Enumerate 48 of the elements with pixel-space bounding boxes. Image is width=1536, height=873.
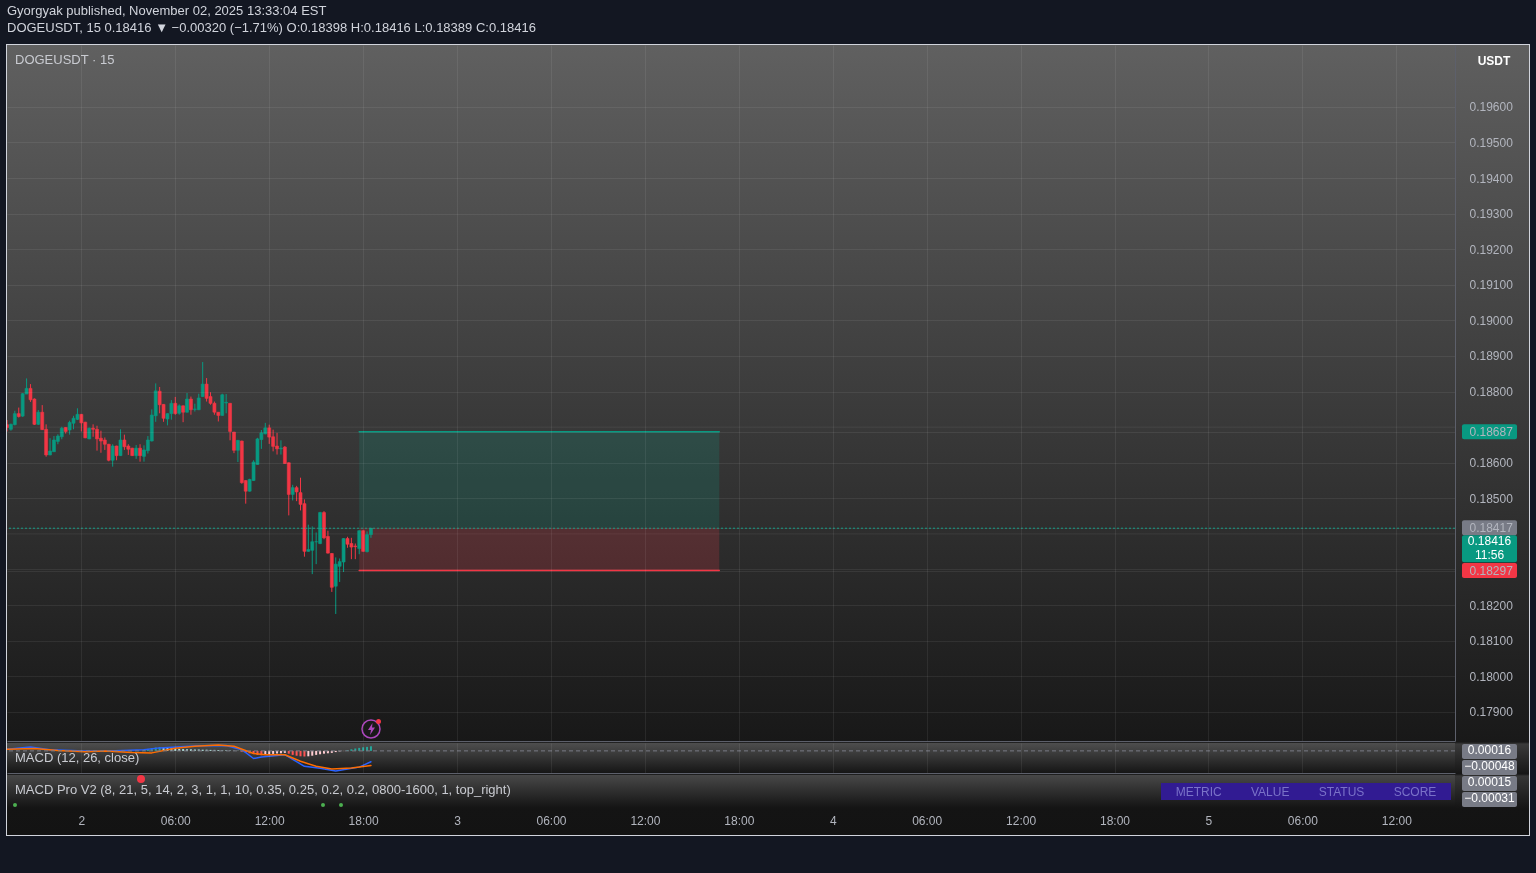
y-tick-label: 0.19000 [1469, 313, 1514, 328]
annotation: DOGEUSDT · 15 [15, 52, 115, 67]
x-tick-label: 12:00 [1006, 813, 1037, 828]
x-tick-label: 12:00 [254, 813, 286, 828]
y-tick-label: 0.18417 [1469, 521, 1514, 536]
y-tick-label: 0.18800 [1469, 385, 1514, 400]
text: 0.00016 [1467, 743, 1512, 757]
x-tick-label: 2 [78, 813, 86, 828]
y-tick-label: 0.18687 [1469, 425, 1514, 440]
x-tick-label: 18:00 [724, 813, 755, 828]
x-tick-label: 06:00 [1287, 813, 1319, 828]
y-axis-title: USDT [1477, 54, 1511, 68]
y-tick-label: 0.18100 [1469, 634, 1514, 649]
ref-line-label: 0.18416 11:56 [1467, 534, 1512, 562]
y-tick-label: 0.18200 [1469, 598, 1514, 613]
text: VALUE [1250, 784, 1290, 799]
text: METRIC [1175, 784, 1222, 799]
x-tick-label: 06:00 [912, 813, 943, 828]
x-tick-label: 12:00 [1381, 813, 1413, 828]
y-tick-label: 0.18500 [1469, 491, 1514, 506]
y-tick-label: 0.18297 [1469, 564, 1514, 579]
x-tick-label: 12:00 [630, 813, 661, 828]
text: MACD Pro V2 (8, 21, 5, 14, 2, 3, 1, 1, 10, 0.35, 0.25, 0.2, 0.2, 0800-1600, 1, top_right) [15, 782, 511, 797]
x-tick-label: 4 [829, 813, 837, 828]
y-tick-label: 0.19200 [1469, 242, 1514, 257]
x-tick-label: 06:00 [160, 813, 192, 828]
y-tick-label: 0.19500 [1469, 136, 1514, 150]
x-tick-label: 5 [1205, 813, 1213, 828]
x-tick-label: 3 [454, 813, 462, 828]
text: 0.00015 [1467, 775, 1512, 789]
chart-title: MACD (12, 26, close) [15, 750, 140, 765]
y-tick-label: 0.17900 [1469, 705, 1514, 720]
text: STATUS [1318, 784, 1365, 799]
y-tick-label: 0.18000 [1469, 669, 1514, 684]
text: −0.00048 [1464, 759, 1516, 773]
x-tick-label: 06:00 [536, 813, 567, 828]
chart-title: Gyorgyak published, November 02, 2025 13:33:04 EST [7, 3, 327, 18]
text: SCORE [1393, 784, 1437, 799]
y-tick-label: 0.19600 [1469, 100, 1514, 115]
x-tick-label: 18:00 [348, 813, 379, 828]
y-tick-label: 0.19300 [1469, 207, 1514, 222]
y-tick-label: 0.19100 [1469, 278, 1514, 293]
chart-subtitle: DOGEUSDT, 15 0.18416 ▼ −0.00320 (−1.71%) O:0.18398 H:0.18416 L:0.18389 C:0.18416 [7, 20, 536, 35]
y-tick-label: 0.18900 [1469, 349, 1514, 364]
y-tick-label: 0.18600 [1469, 456, 1514, 471]
text: −0.00031 [1464, 791, 1516, 805]
x-tick-label: 18:00 [1100, 813, 1131, 828]
y-tick-label: 0.19400 [1469, 171, 1514, 186]
